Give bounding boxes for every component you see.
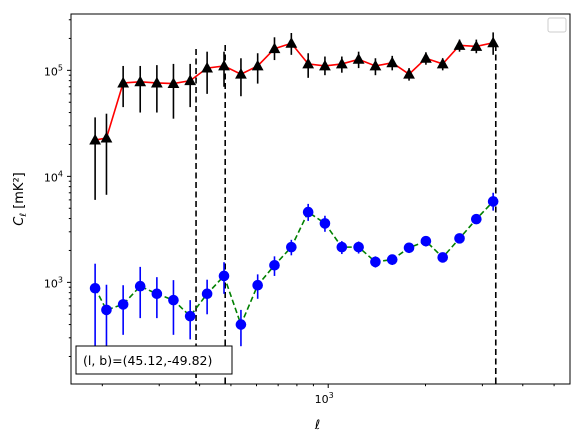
data-point bbox=[352, 53, 365, 64]
data-point bbox=[117, 76, 130, 88]
data-point bbox=[386, 254, 398, 265]
x-tick-label: 103 bbox=[315, 391, 334, 406]
annotation-text: (l, b)=(45.12,-49.82) bbox=[83, 353, 212, 368]
data-point bbox=[100, 131, 113, 143]
data-point bbox=[89, 282, 101, 294]
data-point bbox=[319, 218, 331, 229]
data-point bbox=[134, 280, 146, 292]
data-point bbox=[353, 241, 364, 253]
y-tick-label: 103 bbox=[44, 275, 63, 290]
data-point bbox=[336, 241, 348, 253]
data-point bbox=[235, 67, 247, 79]
data-point bbox=[150, 76, 163, 88]
data-point bbox=[218, 59, 230, 71]
data-point bbox=[487, 36, 500, 48]
data-point bbox=[117, 299, 129, 310]
data-point bbox=[218, 270, 230, 282]
data-point bbox=[319, 59, 331, 71]
data-point bbox=[168, 294, 179, 306]
data-point bbox=[201, 61, 214, 73]
data-point bbox=[420, 52, 432, 63]
annotation-box bbox=[75, 345, 233, 375]
data-point bbox=[184, 310, 196, 322]
y-axis-label: Cℓ [mK²] bbox=[12, 172, 29, 225]
y-tick-label: 104 bbox=[44, 169, 63, 184]
y-tick-label: 105 bbox=[44, 63, 63, 78]
data-point bbox=[302, 206, 314, 218]
plot-frame bbox=[70, 13, 571, 385]
data-point bbox=[471, 213, 482, 225]
data-point bbox=[437, 252, 449, 263]
data-point bbox=[184, 74, 197, 86]
data-point bbox=[302, 57, 315, 69]
data-point bbox=[252, 279, 263, 291]
data-point bbox=[101, 304, 112, 316]
data-point bbox=[470, 40, 483, 51]
data-point bbox=[269, 259, 280, 271]
data-point bbox=[335, 57, 348, 69]
data-point bbox=[436, 57, 449, 69]
data-point bbox=[487, 196, 499, 207]
data-point bbox=[454, 233, 465, 244]
data-point bbox=[370, 256, 381, 268]
x-axis-label: ℓ bbox=[314, 418, 320, 433]
data-point bbox=[403, 242, 415, 254]
data-point bbox=[369, 59, 382, 71]
plot-area bbox=[89, 32, 500, 384]
data-point bbox=[235, 319, 247, 330]
data-point bbox=[134, 75, 147, 87]
legend-box bbox=[547, 17, 567, 33]
data-point bbox=[268, 42, 281, 54]
data-point bbox=[89, 133, 102, 145]
data-point bbox=[201, 288, 213, 300]
data-point bbox=[453, 39, 466, 50]
data-point bbox=[151, 288, 163, 300]
data-point bbox=[167, 77, 180, 89]
data-point bbox=[420, 235, 432, 247]
data-point bbox=[251, 59, 264, 71]
data-point bbox=[285, 37, 298, 48]
data-point bbox=[386, 56, 399, 68]
data-point bbox=[403, 67, 415, 79]
data-point bbox=[286, 241, 297, 253]
